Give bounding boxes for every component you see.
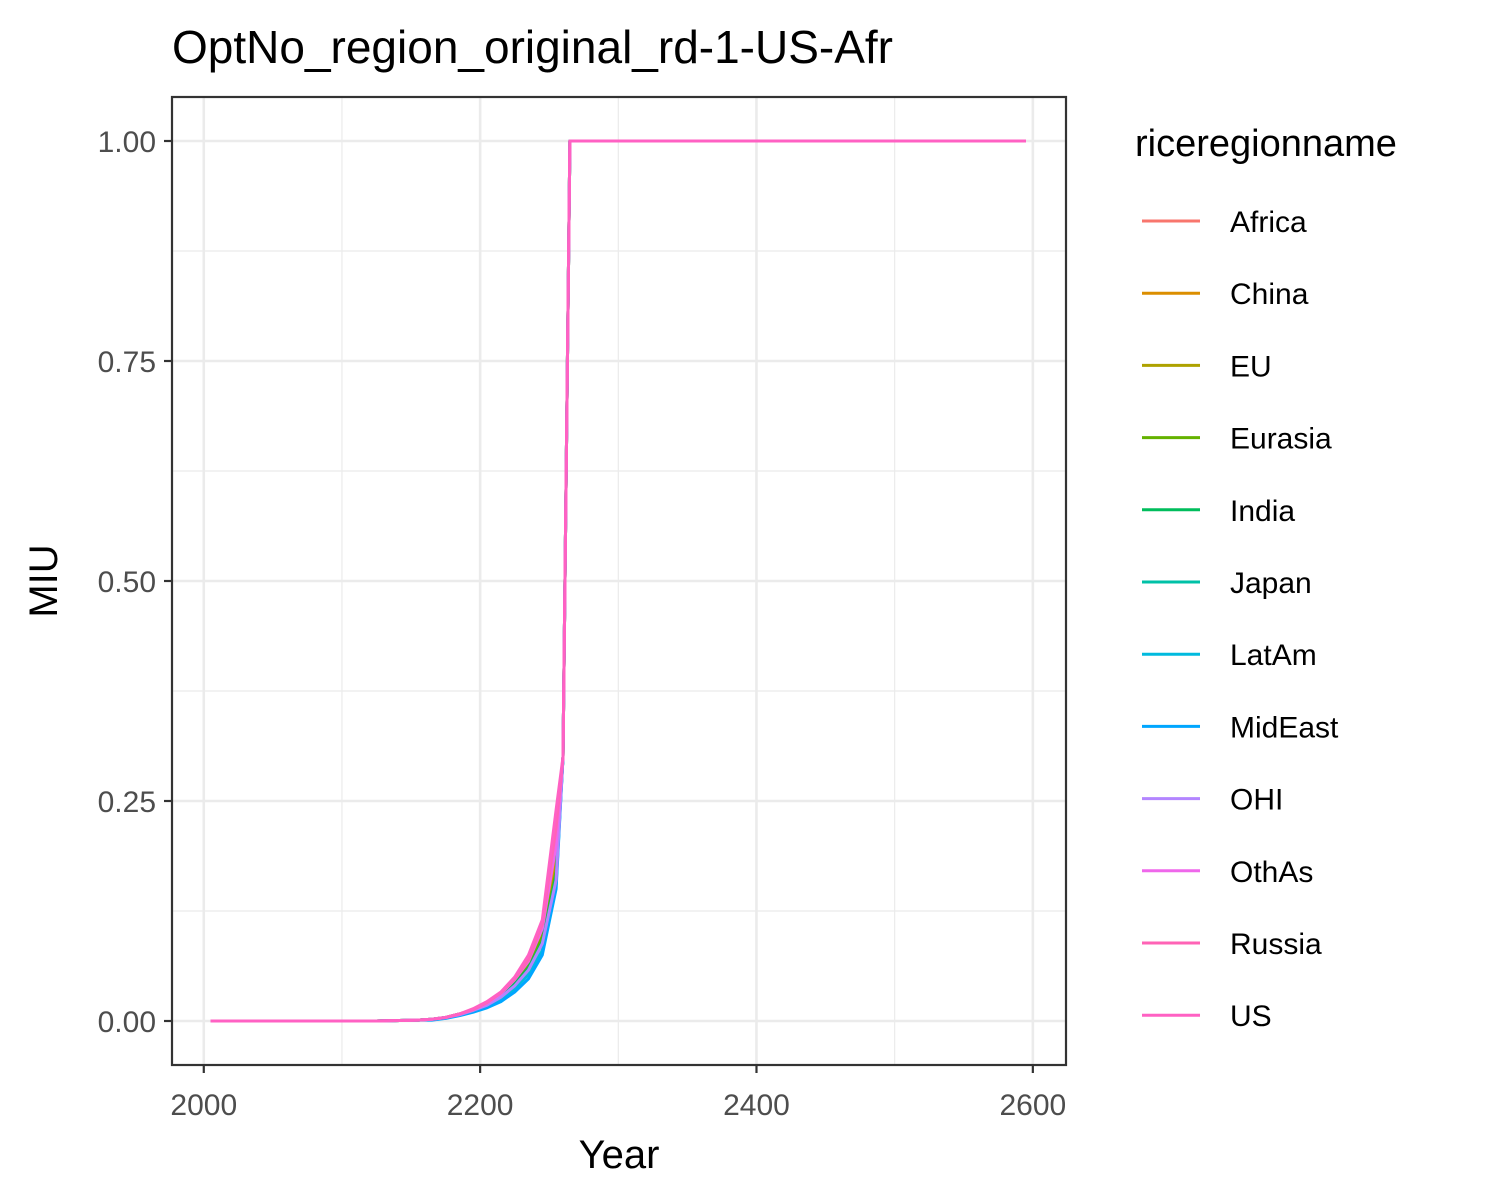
legend-label-eurasia: Eurasia bbox=[1230, 423, 1332, 456]
legend-label-mideast: MidEast bbox=[1230, 711, 1339, 744]
legend-label-japan: Japan bbox=[1230, 567, 1312, 600]
legend-label-eu: EU bbox=[1230, 350, 1272, 383]
x-tick-label: 2200 bbox=[447, 1089, 514, 1122]
series-line-us bbox=[210, 139, 1026, 1023]
legend-label-india: India bbox=[1230, 495, 1295, 528]
y-tick-label: 0.25 bbox=[98, 786, 156, 819]
legend-label-russia: Russia bbox=[1230, 928, 1322, 961]
y-tick-label: 0.00 bbox=[98, 1006, 156, 1039]
chart-title: OptNo_region_original_rd-1-US-Afr bbox=[172, 21, 893, 73]
legend: riceregionname Africa China EU Eurasia India… bbox=[1135, 123, 1397, 1033]
x-tick-label: 2000 bbox=[170, 1089, 237, 1122]
y-axis: 0.00 0.25 0.50 0.75 1.00 bbox=[98, 126, 172, 1039]
y-tick-label: 1.00 bbox=[98, 126, 156, 159]
legend-title: riceregionname bbox=[1135, 123, 1397, 165]
x-axis-title: Year bbox=[579, 1133, 660, 1177]
legend-label-us: US bbox=[1230, 1000, 1272, 1033]
x-axis: 2000 2200 2400 2600 bbox=[170, 1065, 1066, 1122]
y-axis-title: MIU bbox=[22, 544, 66, 617]
legend-label-africa: Africa bbox=[1230, 206, 1307, 239]
legend-label-china: China bbox=[1230, 278, 1309, 311]
legend-label-ohi: OHI bbox=[1230, 784, 1283, 817]
legend-label-othas: OthAs bbox=[1230, 856, 1313, 889]
y-tick-label: 0.75 bbox=[98, 346, 156, 379]
legend-label-latam: LatAm bbox=[1230, 639, 1317, 672]
x-tick-label: 2600 bbox=[999, 1089, 1066, 1122]
x-tick-label: 2400 bbox=[723, 1089, 790, 1122]
series-lines bbox=[210, 139, 1026, 1023]
y-tick-label: 0.50 bbox=[98, 566, 156, 599]
grid bbox=[172, 97, 1066, 1065]
